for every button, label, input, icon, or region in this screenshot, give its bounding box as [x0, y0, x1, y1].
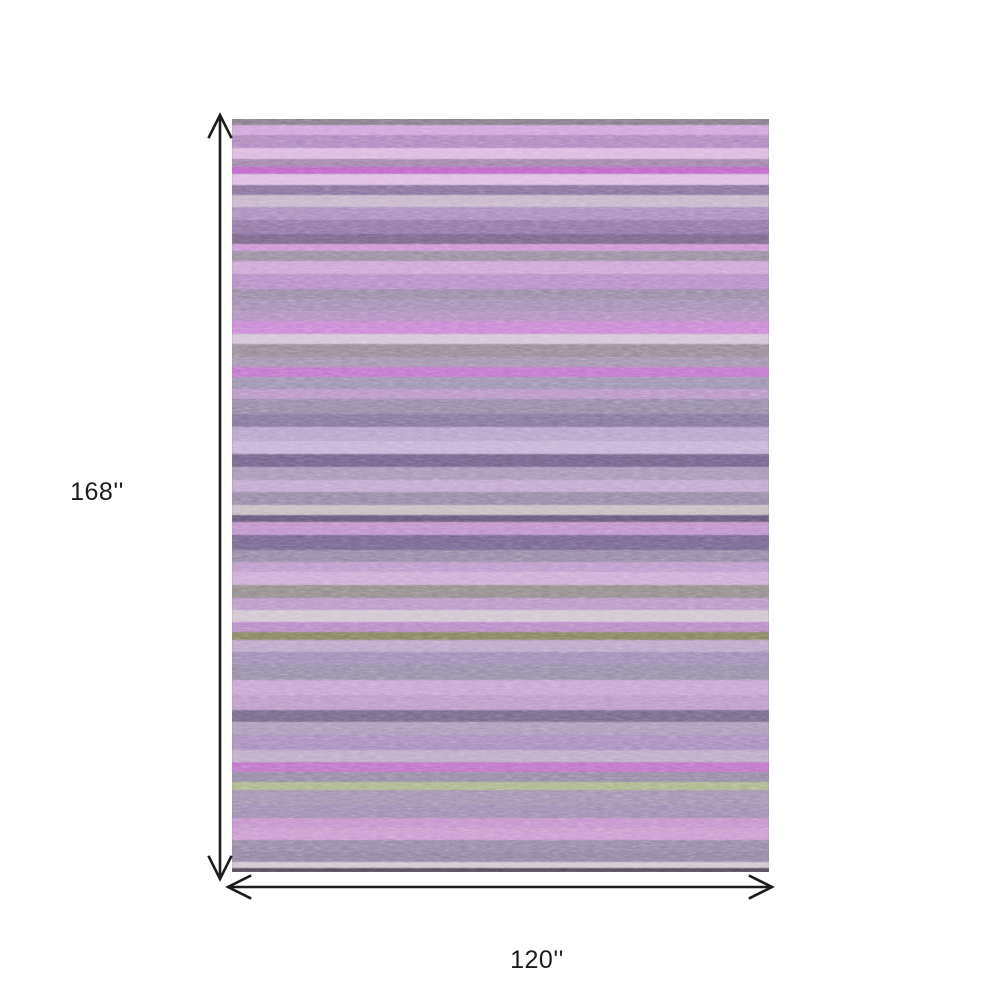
rug-stripe: [232, 597, 769, 610]
rug-stripe: [232, 789, 769, 805]
rug-stripe: [232, 781, 769, 790]
rug-stripe: [232, 734, 769, 750]
rug-stripe: [232, 125, 769, 136]
rug-stripe: [232, 721, 769, 735]
rug-stripe: [232, 817, 769, 828]
rug-stripe: [232, 664, 769, 680]
rug-stripe: [232, 334, 769, 345]
rug-stripe: [232, 549, 769, 562]
rug-stripe: [232, 534, 769, 550]
rug-stripe: [232, 709, 769, 722]
rug-stripe: [232, 467, 769, 480]
rug-stripe: [232, 479, 769, 492]
rug-stripe: [232, 167, 769, 175]
rug-stripe: [232, 159, 769, 168]
rug-stripe: [232, 584, 769, 598]
rug-stripe: [232, 344, 769, 358]
rug-stripe: [232, 454, 769, 468]
rug-stripe: [232, 321, 769, 335]
rug-stripe: [232, 771, 769, 782]
rug-stripe: [232, 827, 769, 840]
rug-stripe: [232, 185, 769, 196]
rug-stripe: [232, 749, 769, 762]
rug-stripe: [232, 851, 769, 862]
arrowhead-right: [748, 874, 775, 900]
width-arrow: [225, 874, 775, 900]
width-dimension-label: 120'': [510, 946, 564, 974]
arrowhead-down: [207, 855, 233, 882]
rug-stripe: [232, 399, 769, 415]
rug-stripe: [232, 261, 769, 275]
rug-stripe: [232, 135, 769, 149]
rug-image: [232, 119, 769, 872]
rug-stripe: [232, 621, 769, 632]
rug-stripe: [232, 761, 769, 772]
arrowhead-left: [225, 874, 252, 900]
rug-stripe: [232, 377, 769, 390]
rug-stripe: [232, 571, 769, 585]
rug-stripe: [232, 521, 769, 535]
rug-stripe: [232, 234, 769, 245]
rug-stripe: [232, 299, 769, 312]
rug-stripe: [232, 251, 769, 262]
rug-stripe: [232, 148, 769, 160]
rug-stripes: [232, 119, 769, 872]
rug-stripe: [232, 491, 769, 505]
rug-stripe: [232, 195, 769, 208]
rug-stripe: [232, 694, 769, 710]
rug-stripe: [232, 389, 769, 400]
rug-stripe: [232, 414, 769, 428]
rug-stripe: [232, 220, 769, 235]
rug-stripe: [232, 631, 769, 640]
rug-stripe: [232, 609, 769, 622]
rug-stripe: [232, 244, 769, 252]
rug-stripe: [232, 427, 769, 442]
rug-stripe: [232, 174, 769, 186]
rug-stripe: [232, 289, 769, 300]
rug-stripe: [232, 639, 769, 652]
rug-stripe: [232, 367, 769, 378]
rug-stripe: [232, 839, 769, 852]
height-dimension-label: 168'': [70, 478, 124, 506]
height-arrow: [207, 112, 233, 882]
rug-stripe: [232, 561, 769, 572]
rug-stripe: [232, 207, 769, 221]
arrowhead-up: [207, 112, 233, 139]
rug-stripe: [232, 357, 769, 368]
rug-stripe: [232, 868, 769, 872]
rug-stripe: [232, 311, 769, 322]
rug-stripe: [232, 274, 769, 290]
rug-stripe: [232, 441, 769, 455]
rug-stripe: [232, 514, 769, 522]
rug-stripe: [232, 651, 769, 665]
rug-stripe: [232, 504, 769, 515]
rug-stripe: [232, 679, 769, 695]
rug-stripe: [232, 804, 769, 818]
